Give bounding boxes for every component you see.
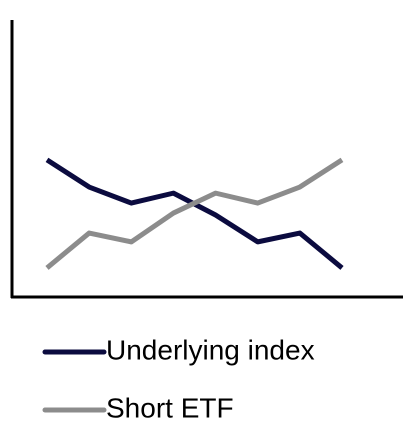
legend-label: Underlying index (106, 334, 315, 365)
series-line (45, 157, 344, 270)
series-line (45, 157, 344, 270)
legend-label: Short ETF (106, 392, 234, 423)
